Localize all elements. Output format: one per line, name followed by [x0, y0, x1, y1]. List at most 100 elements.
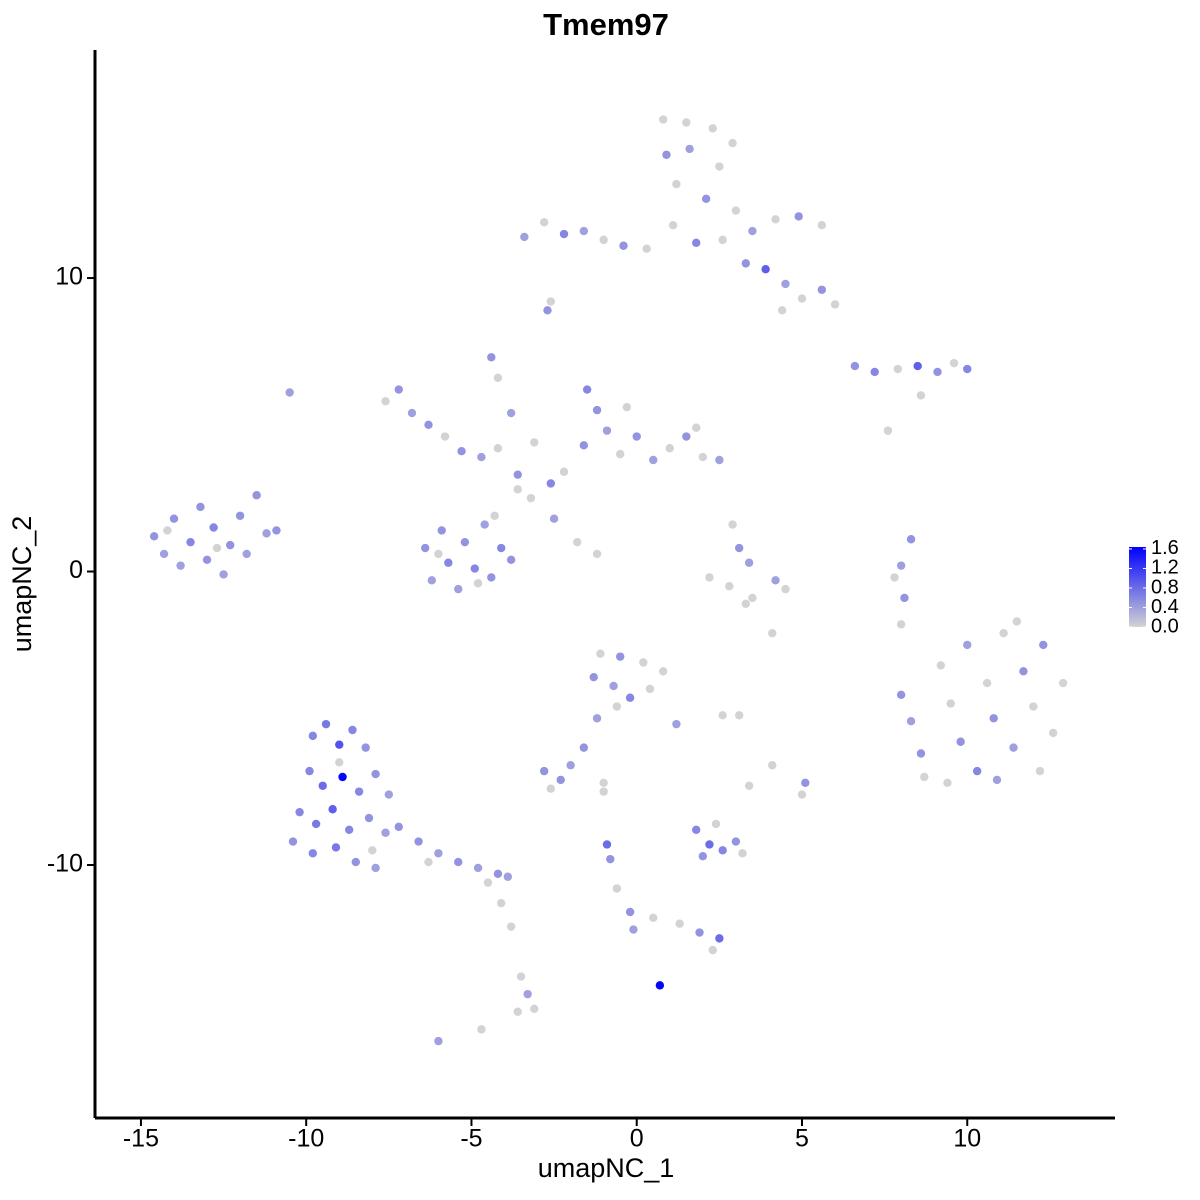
point: [487, 353, 496, 362]
point: [308, 731, 318, 741]
point: [549, 514, 559, 523]
point: [394, 385, 403, 394]
point: [513, 485, 522, 494]
point: [797, 294, 807, 303]
point: [381, 397, 390, 406]
point: [870, 367, 879, 377]
point: [692, 825, 701, 834]
point: [992, 775, 1002, 785]
point: [744, 558, 754, 567]
point: [771, 576, 780, 585]
point: [913, 361, 922, 371]
point: [715, 162, 724, 171]
point: [715, 934, 724, 943]
point: [649, 455, 658, 465]
point: [592, 714, 602, 723]
point: [539, 766, 549, 776]
point: [470, 564, 479, 573]
point: [715, 455, 724, 465]
point: [579, 743, 589, 752]
point: [963, 640, 972, 650]
x-tick-label: 0: [630, 1125, 644, 1153]
point: [407, 408, 417, 418]
point: [483, 878, 493, 887]
point: [506, 555, 516, 564]
point: [427, 576, 437, 585]
point: [454, 584, 463, 594]
colorbar: [1129, 547, 1146, 627]
point: [252, 491, 261, 500]
point: [503, 872, 513, 881]
point: [734, 543, 744, 553]
point: [526, 493, 536, 503]
point: [777, 306, 787, 315]
point: [936, 661, 946, 670]
point: [196, 502, 205, 512]
point: [344, 825, 354, 834]
point: [212, 543, 222, 553]
point: [202, 555, 212, 564]
point: [434, 849, 443, 858]
point: [516, 972, 526, 981]
point: [384, 790, 394, 799]
point: [262, 529, 271, 538]
point: [701, 194, 711, 203]
point: [606, 854, 615, 864]
point: [632, 432, 641, 441]
point: [725, 582, 734, 591]
point: [592, 405, 602, 415]
point: [619, 241, 628, 250]
colorbar-label: 1.2: [1151, 557, 1179, 579]
point: [1009, 743, 1018, 752]
point: [1029, 702, 1038, 711]
point: [338, 772, 347, 782]
point: [335, 758, 344, 767]
point: [592, 549, 602, 559]
point: [530, 438, 539, 447]
y-tick-label: 10: [55, 263, 83, 291]
point: [546, 479, 555, 488]
point: [394, 822, 403, 832]
point: [311, 819, 321, 829]
point: [176, 561, 185, 570]
point: [883, 426, 893, 435]
point: [692, 238, 701, 248]
point: [956, 737, 965, 746]
point: [559, 467, 569, 476]
point: [328, 805, 337, 814]
point: [771, 215, 780, 224]
point: [616, 449, 625, 459]
point: [473, 863, 483, 873]
point: [579, 226, 589, 236]
point: [698, 452, 708, 462]
point: [434, 549, 443, 559]
point: [741, 259, 751, 268]
point: [781, 279, 790, 289]
colorbar-label: 0.4: [1151, 596, 1179, 618]
point: [493, 444, 503, 453]
point: [612, 884, 622, 893]
point: [655, 981, 665, 990]
point: [602, 426, 612, 435]
point: [682, 432, 691, 441]
point: [318, 781, 327, 790]
point: [622, 402, 632, 412]
point: [989, 714, 998, 723]
point: [629, 925, 638, 934]
point: [731, 837, 741, 846]
point: [728, 138, 737, 148]
point: [539, 218, 549, 227]
point: [963, 364, 972, 374]
point: [705, 840, 714, 849]
point: [695, 928, 704, 937]
point: [351, 857, 360, 867]
point: [906, 535, 916, 544]
point: [761, 265, 770, 274]
point: [893, 364, 903, 374]
point: [520, 232, 529, 242]
point: [460, 537, 470, 547]
point: [817, 285, 827, 294]
x-tick-label: -5: [460, 1125, 482, 1153]
point: [434, 1036, 443, 1046]
